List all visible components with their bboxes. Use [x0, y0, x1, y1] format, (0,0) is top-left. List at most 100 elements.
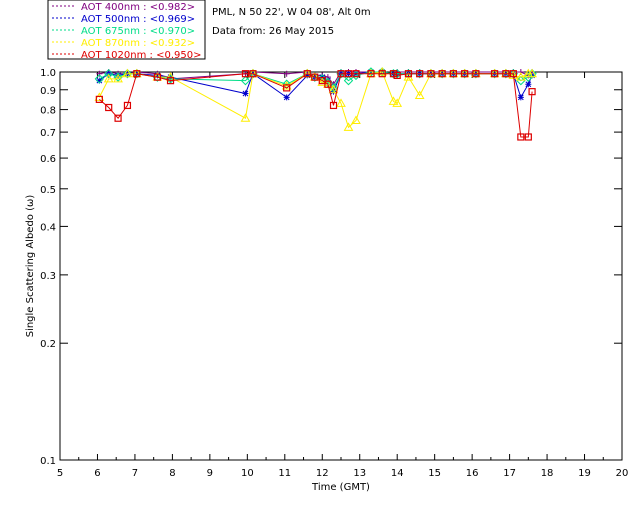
x-tick-label: 6 — [94, 468, 100, 479]
data-point — [154, 72, 161, 79]
legend: AOT 400nm : <0.982>AOT 500nm : <0.969>AO… — [47, 0, 206, 61]
data-point — [343, 122, 354, 131]
data-point — [392, 98, 403, 107]
data-point — [114, 114, 122, 122]
data-point — [509, 70, 517, 78]
x-tick-label: 18 — [541, 468, 554, 479]
data-point — [517, 94, 524, 101]
data-point — [343, 75, 354, 86]
data-point — [328, 84, 339, 94]
legend-entry: AOT 1020nm : <0.950> — [81, 50, 201, 61]
data-point — [527, 68, 537, 78]
data-point — [241, 70, 250, 78]
data-point — [113, 72, 123, 82]
data-point — [105, 103, 113, 112]
data-point — [336, 98, 346, 107]
data-point — [122, 68, 133, 78]
x-tick-label: 15 — [428, 468, 441, 479]
data-point — [508, 70, 519, 79]
data-point — [344, 70, 353, 78]
y-tick-label: 1.0 — [40, 68, 56, 79]
data-point — [523, 72, 534, 82]
data-point — [524, 133, 532, 141]
data-point — [461, 70, 469, 78]
data-point — [122, 68, 133, 79]
y-tick-label: 0.5 — [40, 185, 56, 196]
y-axis-label: Single Scattering Albedo (ω) — [25, 195, 36, 338]
data-point — [94, 74, 105, 84]
data-point — [96, 77, 103, 84]
data-point — [303, 70, 311, 78]
data-point — [103, 73, 114, 83]
x-tick-label: 19 — [578, 468, 591, 479]
x-tick-label: 16 — [466, 468, 479, 479]
data-point — [283, 94, 290, 101]
y-axis: 0.1 0.2 0.3 0.4 0.5 0.6 0.7 0.8 0.9 1.0 — [40, 68, 622, 467]
data-point — [367, 70, 375, 78]
x-tick-label: 9 — [207, 468, 213, 479]
y-tick-label: 0.6 — [40, 154, 56, 165]
data-point — [515, 72, 526, 81]
data-point — [153, 73, 162, 81]
x-axis-label: Time (GMT) — [311, 482, 370, 493]
data-point — [133, 70, 141, 78]
y-tick-label: 0.2 — [40, 339, 56, 350]
x-tick-label: 20 — [616, 468, 629, 479]
data-point — [240, 113, 251, 122]
data-point — [123, 101, 132, 110]
legend-entry: AOT 675nm : <0.970> — [81, 26, 195, 37]
data-point — [404, 70, 413, 78]
data-point — [240, 75, 251, 86]
data-point — [352, 70, 360, 78]
data-point — [517, 133, 525, 141]
x-tick-label: 13 — [353, 468, 366, 479]
x-tick-label: 17 — [503, 468, 516, 479]
data-point — [337, 70, 345, 78]
data-point — [242, 90, 249, 97]
y-tick-label: 0.7 — [40, 128, 56, 139]
plot-frame — [59, 71, 623, 461]
date-info: Data from: 26 May 2015 — [212, 26, 334, 37]
x-tick-label: 10 — [241, 468, 254, 479]
x-tick-label: 8 — [169, 468, 175, 479]
data-point — [113, 73, 123, 83]
legend-entry: AOT 500nm : <0.969> — [81, 14, 195, 25]
y-tick-label: 0.9 — [40, 86, 56, 97]
legend-box — [47, 0, 206, 60]
data-point — [393, 71, 401, 80]
data-point — [388, 96, 399, 105]
data-point — [96, 70, 103, 77]
data-point — [525, 81, 532, 88]
data-point — [378, 70, 386, 78]
legend-items: AOT 400nm : <0.982>AOT 500nm : <0.969>AO… — [52, 2, 201, 61]
site-info: PML, N 50 22', W 04 08', Alt 0m — [212, 7, 371, 18]
data-point — [166, 77, 175, 85]
y-tick-label: 0.3 — [40, 271, 56, 282]
data-point — [449, 70, 457, 78]
data-point — [324, 80, 332, 88]
data-point — [304, 72, 311, 79]
data-point — [528, 88, 536, 96]
data-point — [311, 73, 319, 81]
data-point — [416, 70, 424, 78]
data-point — [351, 115, 361, 124]
data-point — [95, 95, 103, 103]
series — [95, 70, 536, 141]
x-tick-label: 11 — [278, 468, 291, 479]
data-point — [377, 66, 388, 76]
series-layer — [94, 66, 537, 141]
data-point — [249, 70, 257, 78]
data-point — [502, 70, 510, 78]
x-tick-label: 7 — [132, 468, 138, 479]
x-tick-label: 12 — [316, 468, 329, 479]
x-tick-label: 5 — [57, 468, 63, 479]
legend-entry: AOT 870nm : <0.932> — [81, 38, 195, 49]
data-point — [472, 70, 480, 78]
y-tick-label: 0.1 — [40, 456, 56, 467]
y-tick-label: 0.4 — [40, 222, 56, 233]
data-point — [414, 90, 425, 99]
legend-entry: AOT 400nm : <0.982> — [81, 2, 195, 13]
data-point — [438, 70, 446, 78]
